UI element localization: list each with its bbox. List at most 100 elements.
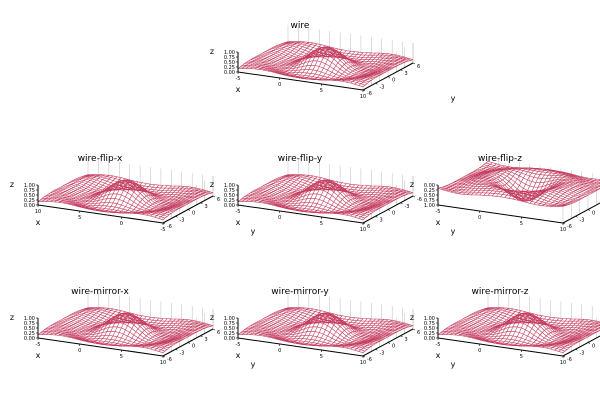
wire-line-x: [246, 41, 297, 69]
wire-line-x: [358, 58, 409, 86]
wire-line-x: [142, 187, 193, 215]
wire-line-x: [250, 174, 301, 202]
wire-line-x: [292, 181, 343, 211]
wire-line-x: [446, 163, 497, 192]
wire-line-x: [258, 42, 309, 70]
wire-line-x: [467, 167, 518, 195]
wire-line-x: [512, 171, 564, 200]
wire-line-x: [96, 179, 147, 212]
wire-line-x: [442, 307, 493, 335]
z-tick-label: 0.75: [224, 188, 235, 194]
y-tick: [587, 342, 591, 344]
wire-line-x: [342, 54, 393, 82]
wire-line-x: [458, 308, 509, 336]
wire-line-x: [350, 55, 401, 84]
x-axis-line: [237, 337, 364, 357]
wire-line-x: [362, 192, 414, 220]
wire-line-x: [491, 168, 543, 198]
axes: -5 0 5 10-6 -3 0 3 6 0.000.250.500.751.00: [24, 316, 220, 366]
z-tick-label: 0.25: [24, 331, 35, 337]
wire-line-x: [321, 318, 372, 347]
x-axis-label: x: [236, 218, 241, 227]
wire-line-x: [342, 187, 393, 215]
wire-line-x: [92, 314, 143, 344]
wire-line-x: [516, 172, 568, 201]
wire-line-x: [112, 318, 164, 347]
wire-line-x: [254, 174, 305, 203]
y-tick: [162, 222, 166, 225]
y-tick-label: -3: [380, 350, 385, 356]
x-tick-label: 10: [360, 227, 366, 233]
wire-line-x: [146, 320, 197, 349]
wire-line-x: [487, 314, 539, 343]
y-tick: [362, 355, 366, 358]
x-tick-label: -5: [36, 342, 41, 348]
x-axis-label: x: [236, 85, 241, 94]
y-tick: [200, 335, 203, 338]
wire-line-x: [54, 307, 105, 336]
wire-line-x: [275, 311, 326, 340]
x-tick-label: 0: [278, 215, 281, 221]
y-tick: [562, 222, 566, 225]
wire-line-x: [337, 186, 389, 214]
z-tick-label: 0.50: [424, 326, 435, 332]
wire-line-x: [550, 321, 600, 350]
wire-line-x: [137, 319, 189, 347]
wire-line-x: [262, 175, 314, 204]
x-axis-line: [37, 204, 164, 224]
x-tick-label: -5: [161, 227, 166, 233]
wire-line-x: [454, 165, 505, 194]
wire-line-x: [242, 174, 293, 202]
wire-line-x: [292, 48, 343, 78]
y-axis-label: y: [451, 227, 456, 236]
wire-line-x: [500, 169, 551, 202]
x-tick-label: 0: [278, 348, 281, 354]
y-tick: [575, 348, 578, 351]
y-tick-label: -3: [580, 350, 585, 356]
wire-line-x: [296, 312, 347, 345]
wire-line-x: [79, 312, 130, 341]
y-tick: [375, 215, 378, 218]
wire-line-x: [442, 162, 493, 190]
wire-line-x: [317, 52, 368, 81]
y-tick-label: -6: [167, 357, 172, 363]
wire-line-x: [117, 185, 168, 214]
wire-line-x: [258, 308, 309, 336]
wire-line-x: [350, 188, 401, 217]
wire-line-x: [487, 167, 539, 196]
wire-line-x: [58, 175, 109, 203]
z-tick-label: 0.00: [24, 336, 35, 342]
z-tick-label: 0.25: [224, 198, 235, 204]
x-tick-label: 0: [278, 82, 281, 88]
wire-line-x: [242, 307, 293, 335]
wire-line-x: [150, 321, 201, 350]
wire-line-x: [108, 183, 160, 213]
y-tick-label: 6: [417, 330, 420, 336]
y-tick-label: -3: [180, 350, 185, 356]
y-tick: [375, 348, 378, 351]
y-tick-label: -6: [167, 224, 172, 230]
z-tick-label: 0.50: [24, 326, 35, 332]
x-tick-label: 0: [478, 215, 481, 221]
wire-line-x: [450, 307, 501, 335]
wire-line-x: [67, 309, 118, 338]
axes: -5 0 5 10 6 3 0 -3 -6 0.000.250.500.751.00: [224, 183, 422, 233]
wire-line-x: [308, 183, 360, 213]
wire-line-x: [37, 307, 89, 335]
y-tick: [187, 342, 191, 344]
y-tick: [375, 82, 378, 85]
y-tick-label: 3: [380, 217, 383, 223]
chart-title: wire-mirror-y: [271, 287, 329, 297]
x-tick-label: 10: [360, 360, 366, 366]
y-tick: [362, 89, 366, 92]
surface-wireframe: [37, 307, 214, 353]
x-axis-label: x: [436, 351, 441, 360]
z-tick-label: 0.25: [224, 65, 235, 71]
wire-line-x: [258, 175, 309, 203]
wire-line-x: [321, 185, 372, 214]
wire-line-x: [154, 189, 205, 218]
wire-line-x: [158, 324, 209, 352]
x-axis-line: [437, 337, 564, 357]
